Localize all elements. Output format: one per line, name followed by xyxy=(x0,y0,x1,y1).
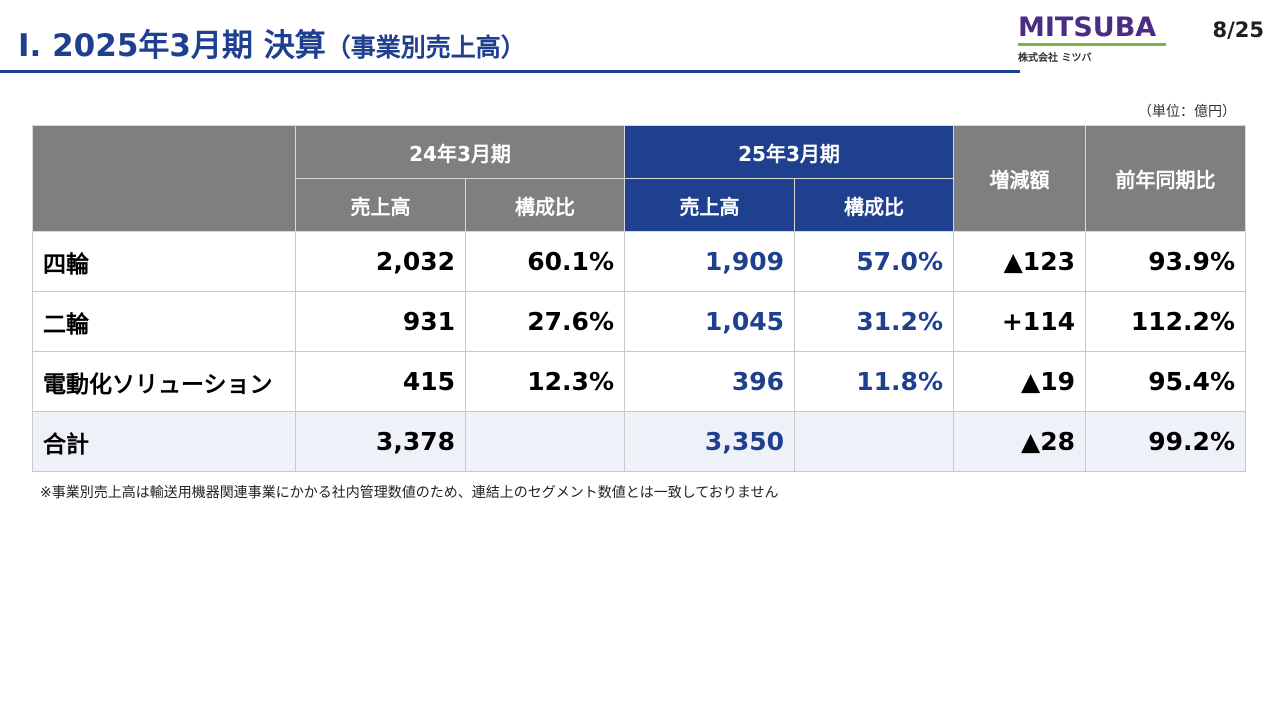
footnote: ※事業別売上高は輸送用機器関連事業にかかる社内管理数値のため、連結上のセグメント… xyxy=(40,485,779,501)
yoy-cell: 93.9% xyxy=(1085,231,1246,292)
table-row: 四輪 2,032 60.1% 1,909 57.0% ▲123 93.9% xyxy=(32,231,1246,292)
total-curr-ratio-cell xyxy=(794,411,954,472)
change-cell: +114 xyxy=(953,291,1086,352)
unit-note: （単位：億円） xyxy=(1138,104,1236,120)
table-header-row: 24年3月期 25年3月期 増減額 前年同期比 xyxy=(32,125,1246,232)
table-subheader-row: 売上高 構成比 売上高 構成比 xyxy=(33,178,1246,232)
title-sub: （事業別売上高） xyxy=(325,33,526,62)
table-total-row: 合計 3,378 3,350 ▲28 99.2% xyxy=(32,411,1246,472)
total-prev-ratio-cell xyxy=(465,411,625,472)
row-label: 二輪 xyxy=(32,291,296,352)
prev-sales-cell: 931 xyxy=(295,291,466,352)
page-number: 8/25 xyxy=(1212,18,1264,42)
header-period-prev: 24年3月期 xyxy=(295,125,625,179)
change-cell: ▲19 xyxy=(953,351,1086,412)
row-label: 四輪 xyxy=(32,231,296,292)
logo-underline xyxy=(1018,43,1166,46)
total-prev-sales-cell: 3,378 xyxy=(295,411,466,472)
total-curr-sales-cell: 3,350 xyxy=(624,411,795,472)
curr-sales-cell: 396 xyxy=(624,351,795,412)
curr-sales-cell: 1,045 xyxy=(624,291,795,352)
prev-ratio-cell: 12.3% xyxy=(465,351,625,412)
yoy-cell: 112.2% xyxy=(1085,291,1246,352)
header-curr-ratio: 構成比 xyxy=(794,178,954,232)
header-prev-ratio: 構成比 xyxy=(465,178,625,232)
header-curr-sales: 売上高 xyxy=(624,178,795,232)
curr-ratio-cell: 11.8% xyxy=(794,351,954,412)
prev-sales-cell: 415 xyxy=(295,351,466,412)
table-row: 電動化ソリューション 415 12.3% 396 11.8% ▲19 95.4% xyxy=(32,351,1246,412)
header-period-curr: 25年3月期 xyxy=(624,125,954,179)
table-row: 二輪 931 27.6% 1,045 31.2% +114 112.2% xyxy=(32,291,1246,352)
total-yoy-cell: 99.2% xyxy=(1085,411,1246,472)
change-cell: ▲123 xyxy=(953,231,1086,292)
header-yoy: 前年同期比 xyxy=(1085,125,1246,232)
header-change: 増減額 xyxy=(953,125,1086,232)
curr-sales-cell: 1,909 xyxy=(624,231,795,292)
curr-ratio-cell: 31.2% xyxy=(794,291,954,352)
row-label: 電動化ソリューション xyxy=(32,351,296,412)
header-prev-sales: 売上高 xyxy=(295,178,466,232)
prev-sales-cell: 2,032 xyxy=(295,231,466,292)
header-blank-cell xyxy=(32,125,296,232)
curr-ratio-cell: 57.0% xyxy=(794,231,954,292)
title-main: Ⅰ. 2025年3月期 決算 xyxy=(18,28,326,64)
yoy-cell: 95.4% xyxy=(1085,351,1246,412)
title-underline xyxy=(0,70,1020,73)
logo-wordmark: MITSUBA xyxy=(1018,12,1157,43)
logo-company-name: 株式会社 ミツバ xyxy=(1018,53,1092,64)
company-logo: MITSUBA 株式会社 ミツバ xyxy=(1018,14,1168,64)
sales-by-business-table: 24年3月期 25年3月期 増減額 前年同期比 売上高 構成比 売上高 構成比 … xyxy=(32,125,1246,472)
prev-ratio-cell: 60.1% xyxy=(465,231,625,292)
total-change-cell: ▲28 xyxy=(953,411,1086,472)
page-title: Ⅰ. 2025年3月期 決算（事業別売上高） xyxy=(18,24,526,70)
total-label: 合計 xyxy=(32,411,296,472)
prev-ratio-cell: 27.6% xyxy=(465,291,625,352)
